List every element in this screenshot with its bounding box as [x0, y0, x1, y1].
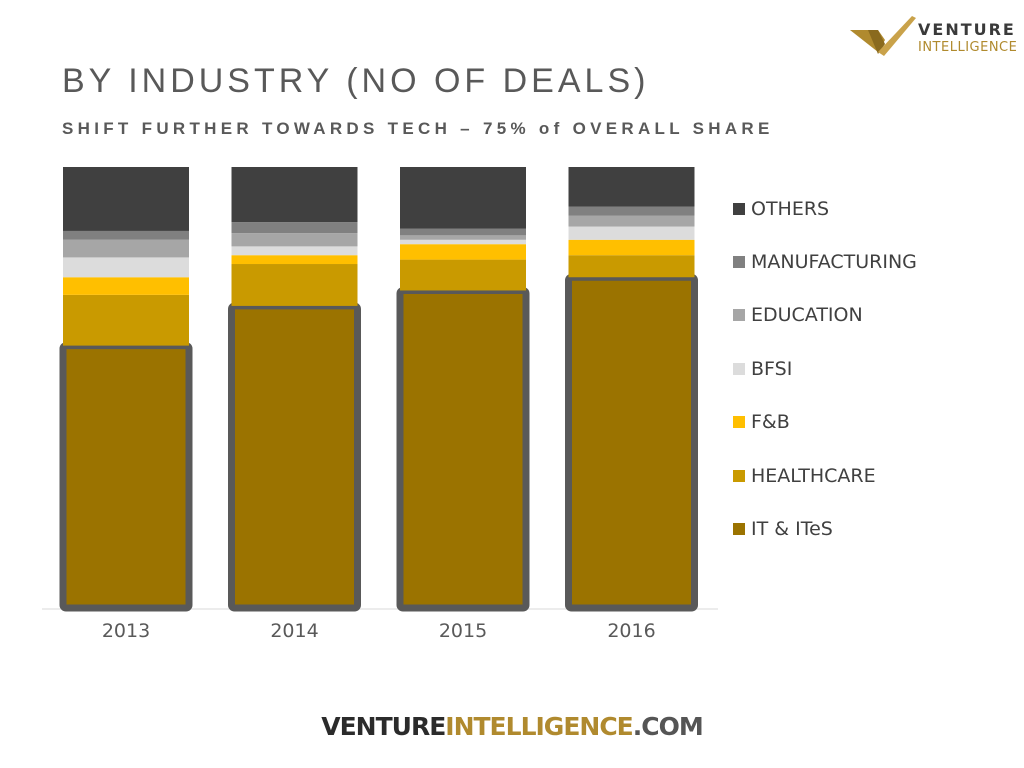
bar-segment-healthcare-2013	[63, 294, 189, 346]
bar-segment-others-2016	[568, 167, 695, 207]
legend-item-manufacturing: MANUFACTURING	[733, 235, 917, 288]
legend-label: EDUCATION	[751, 304, 863, 327]
legend-swatch	[733, 256, 745, 269]
slide-subtitle: SHIFT FURTHER TOWARDS TECH – 75% of OVER…	[62, 119, 774, 138]
footer-brand-part3: .COM	[632, 712, 704, 741]
bar-segment-bfsi-2014	[231, 246, 358, 256]
bar-segment-manufacturing-2015	[400, 228, 526, 236]
bar-segment-it-ites-2013	[59, 342, 193, 612]
legend-item-bfsi: BFSI	[733, 342, 917, 395]
legend-label: HEALTHCARE	[751, 464, 876, 487]
bar-segment-others-2015	[400, 167, 526, 229]
legend-swatch	[733, 523, 745, 536]
bar-segment-manufacturing-2014	[231, 222, 358, 234]
bar-segment-education-2015	[400, 235, 526, 240]
bar-segment-f-b-2016	[568, 239, 695, 256]
bar-segment-it-ites-2016	[565, 273, 698, 612]
legend-swatch	[733, 469, 745, 482]
legend-swatch	[733, 362, 745, 375]
venture-intelligence-logo: VENTURE INTELLIGENCE	[848, 14, 1018, 60]
bar-segment-bfsi-2013	[63, 257, 189, 278]
bar-segment-f-b-2015	[400, 244, 526, 260]
slide-title: BY INDUSTRY (NO OF DEALS)	[62, 62, 650, 100]
legend-label: F&B	[751, 411, 790, 434]
logo-mark-icon	[850, 16, 916, 56]
bar-segment-healthcare-2015	[400, 259, 526, 291]
bar-segment-others-2014	[231, 167, 358, 223]
bar-segment-education-2014	[231, 233, 358, 247]
bar-segment-bfsi-2015	[400, 239, 526, 245]
bar-segment-others-2013	[63, 167, 189, 231]
legend-label: OTHERS	[751, 197, 830, 220]
bar-segment-healthcare-2014	[231, 264, 358, 306]
bar-segment-it-ites-2014	[228, 302, 361, 612]
bar-segment-bfsi-2016	[568, 226, 695, 240]
x-tick-label-2014: 2014	[270, 620, 318, 642]
chart-legend: OTHERS MANUFACTURING EDUCATION BFSI F&B HEALT…	[733, 182, 917, 556]
bar-segment-healthcare-2016	[568, 255, 695, 278]
legend-item-healthcare: HEALTHCARE	[733, 449, 917, 502]
bar-segment-it-ites-2015	[396, 286, 530, 612]
legend-item-education: EDUCATION	[733, 289, 917, 342]
legend-item-others: OTHERS	[733, 182, 917, 235]
legend-swatch	[733, 416, 745, 429]
legend-item-it-ites: IT & ITeS	[733, 502, 917, 555]
footer-brand-part1: VENTURE	[321, 712, 446, 741]
legend-item-f-b: F&B	[733, 396, 917, 449]
legend-label: MANUFACTURING	[751, 251, 917, 274]
logo-text-line2: INTELLIGENCE	[918, 40, 1018, 55]
x-tick-label-2013: 2013	[102, 620, 150, 642]
footer-brand-part2: INTELLIGENCE	[445, 712, 633, 741]
legend-label: IT & ITeS	[751, 518, 833, 541]
bar-stack-2016	[565, 167, 698, 612]
bar-stack-2015	[396, 167, 530, 612]
bar-segment-manufacturing-2013	[63, 230, 189, 240]
bar-segment-education-2013	[63, 239, 189, 258]
legend-label: BFSI	[751, 357, 793, 380]
x-tick-label-2016: 2016	[607, 620, 655, 642]
bar-stack-2013	[59, 167, 193, 612]
bar-segment-manufacturing-2016	[568, 206, 695, 216]
logo-text-line1: VENTURE	[918, 20, 1016, 39]
bar-stack-2014	[228, 167, 361, 612]
bar-segment-f-b-2013	[63, 277, 189, 295]
bar-segment-f-b-2014	[231, 255, 358, 265]
legend-swatch	[733, 202, 745, 215]
footer-brand: VENTUREINTELLIGENCE.COM	[0, 712, 1024, 741]
bar-segment-education-2016	[568, 215, 695, 227]
x-tick-label-2015: 2015	[439, 620, 487, 642]
legend-swatch	[733, 309, 745, 322]
